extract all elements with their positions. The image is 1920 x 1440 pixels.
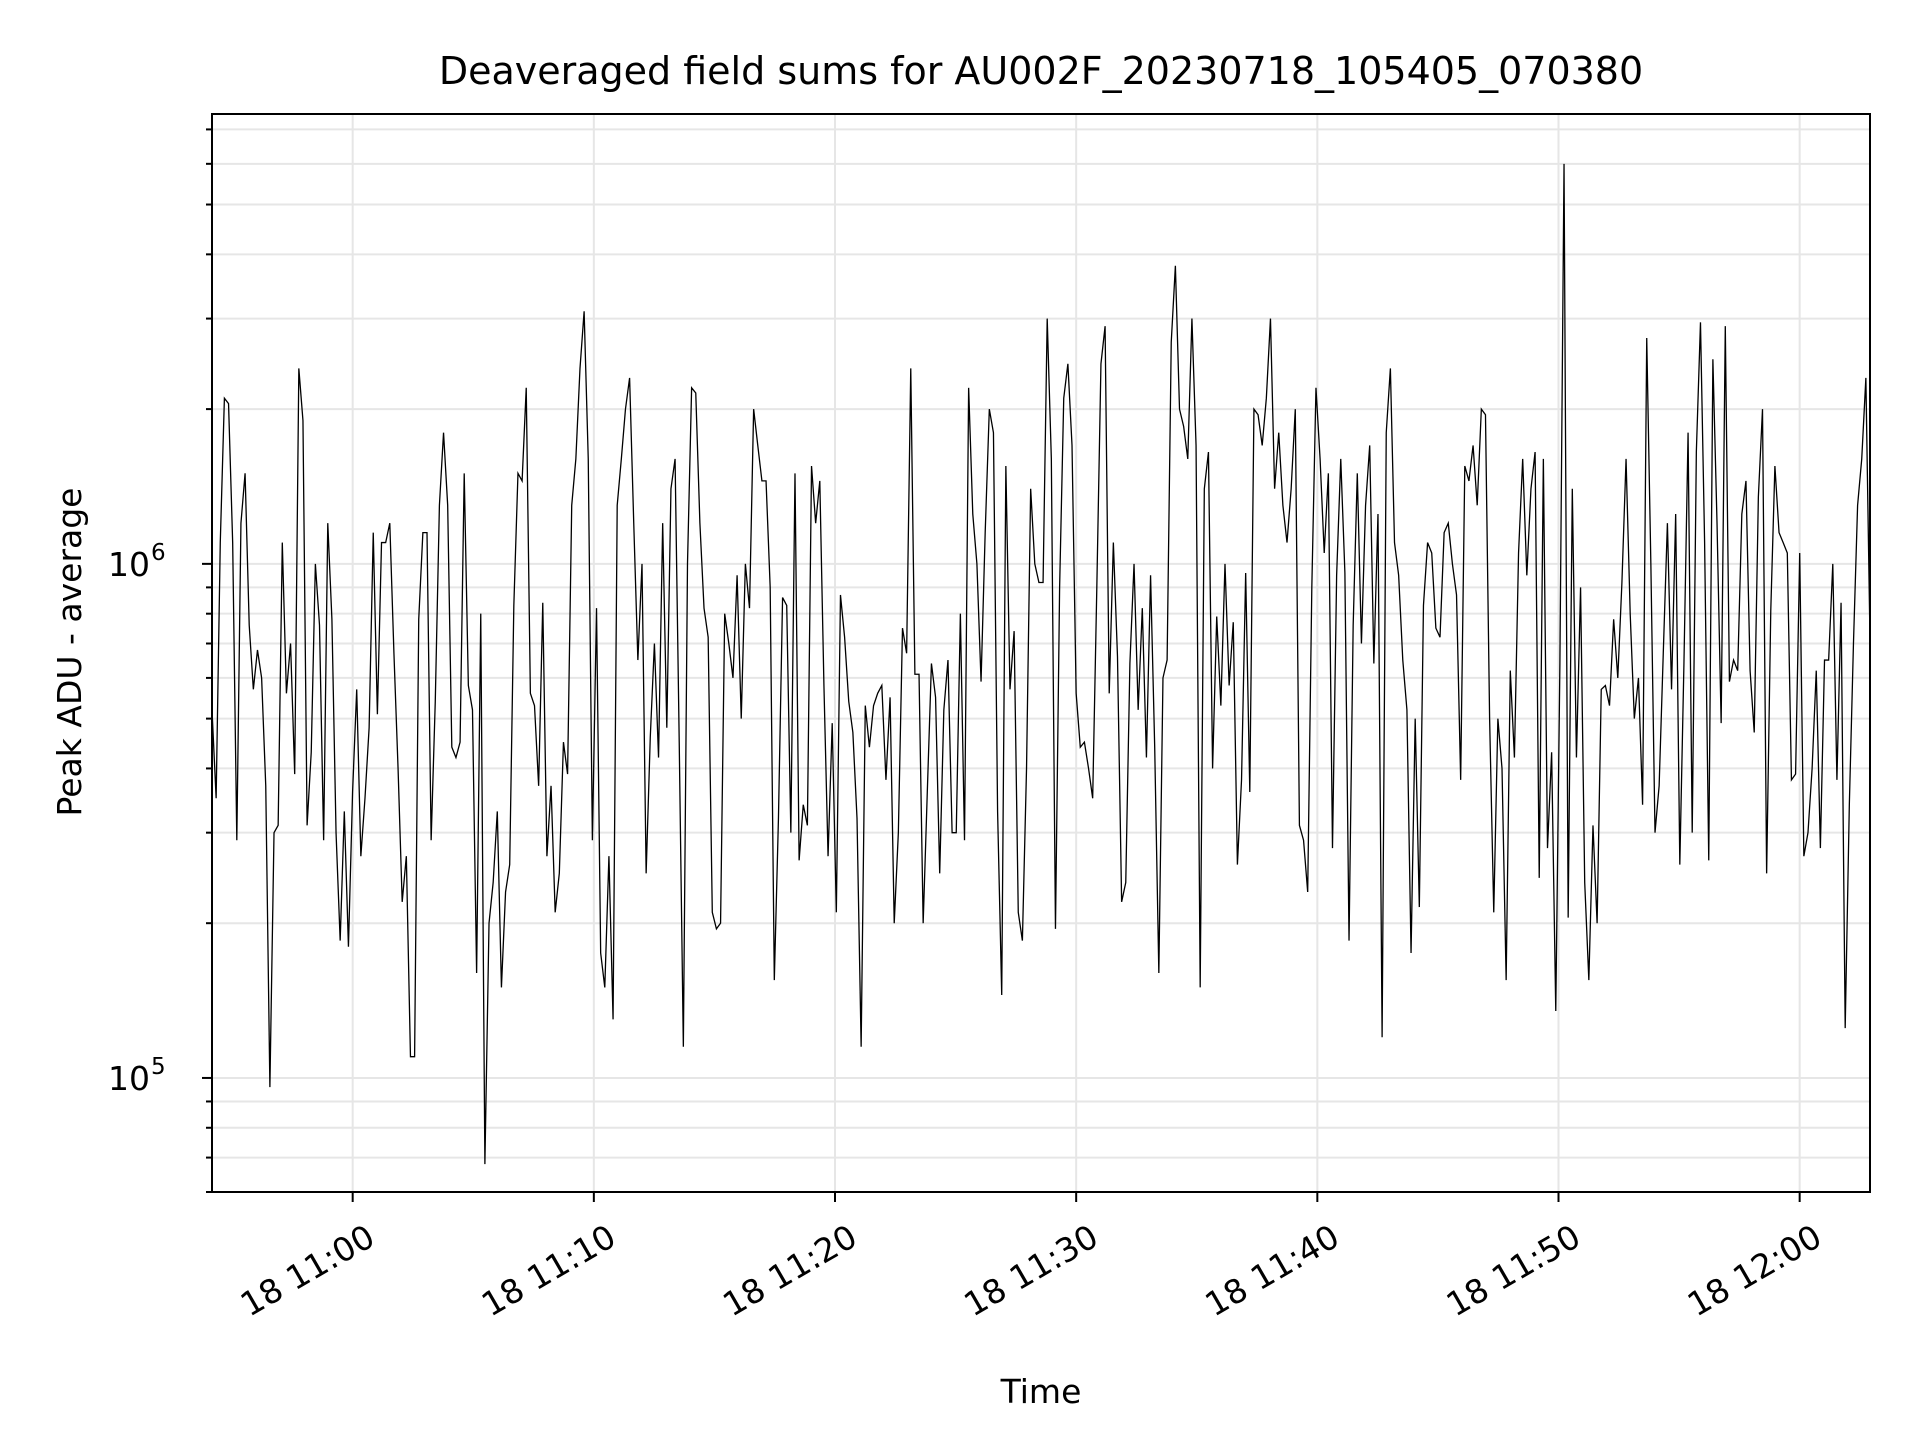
series-line xyxy=(212,163,1870,1165)
y-tick-label-exponent: 5 xyxy=(151,1054,166,1080)
plot-frame xyxy=(211,113,1871,1193)
y-tick-label-exponent: 6 xyxy=(151,540,166,566)
series-line-group xyxy=(212,163,1870,1165)
y-tick-label-group: 10 5 xyxy=(108,1054,166,1098)
y-tick-label: 10 xyxy=(108,1059,150,1098)
y-axis-label: Peak ADU - average xyxy=(50,488,89,817)
y-tick-label-group: 10 6 xyxy=(108,540,166,584)
x-axis-label: Time xyxy=(1000,1372,1082,1411)
y-tick-label: 10 xyxy=(108,545,150,584)
chart-title: Deaveraged field sums for AU002F_2023071… xyxy=(439,49,1643,93)
grid xyxy=(212,114,1870,1193)
